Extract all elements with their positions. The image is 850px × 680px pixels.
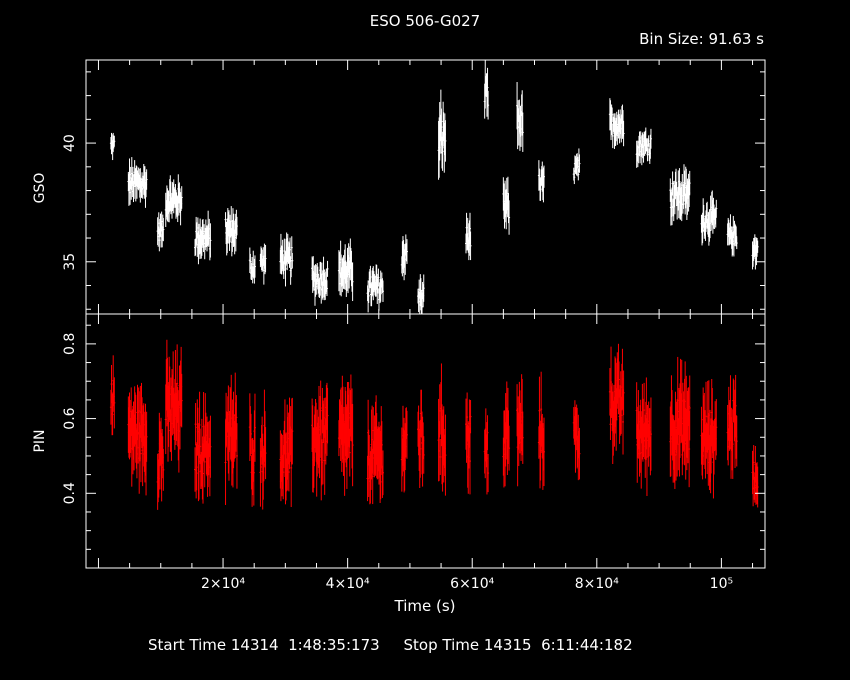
pin-axis-label: PIN	[32, 429, 48, 452]
axis-tick-labels: 35 40 0.4 0.6 0.8 2×10⁴ 4×10⁴ 6×10⁴ 8×10⁴ 10⁵	[62, 134, 733, 592]
x-tick-label: 10⁵	[710, 576, 733, 592]
axis-ticks	[86, 60, 765, 569]
gso-panel-frame	[85, 59, 766, 315]
x-tick-label: 2×10⁴	[201, 576, 245, 592]
x-axis-label: Time (s)	[394, 597, 456, 615]
pin-panel-frame	[85, 313, 766, 569]
pin-ytick-label: 0.6	[62, 407, 78, 429]
time-range-info: Start Time 14314 1:48:35:173 Stop Time 1…	[148, 636, 633, 654]
gso-series	[109, 60, 759, 314]
pin-ytick-label: 0.8	[62, 333, 78, 355]
x-tick-label: 6×10⁴	[450, 576, 494, 592]
start-time-label: Start Time 14314 1:48:35:173	[148, 636, 380, 654]
gso-ytick-label: 40	[62, 134, 78, 152]
gso-axis-label: GSO	[32, 173, 48, 204]
pin-series	[109, 339, 759, 510]
gso-ytick-label: 35	[62, 253, 78, 271]
chart-title: ESO 506-G027	[369, 12, 481, 30]
x-tick-label: 8×10⁴	[575, 576, 619, 592]
plot-frames	[85, 59, 766, 569]
x-tick-label: 4×10⁴	[326, 576, 370, 592]
bin-size-label: Bin Size: 91.63 s	[639, 30, 764, 48]
stop-time-label: Stop Time 14315 6:11:44:182	[403, 636, 633, 654]
pin-ytick-label: 0.4	[62, 482, 78, 504]
